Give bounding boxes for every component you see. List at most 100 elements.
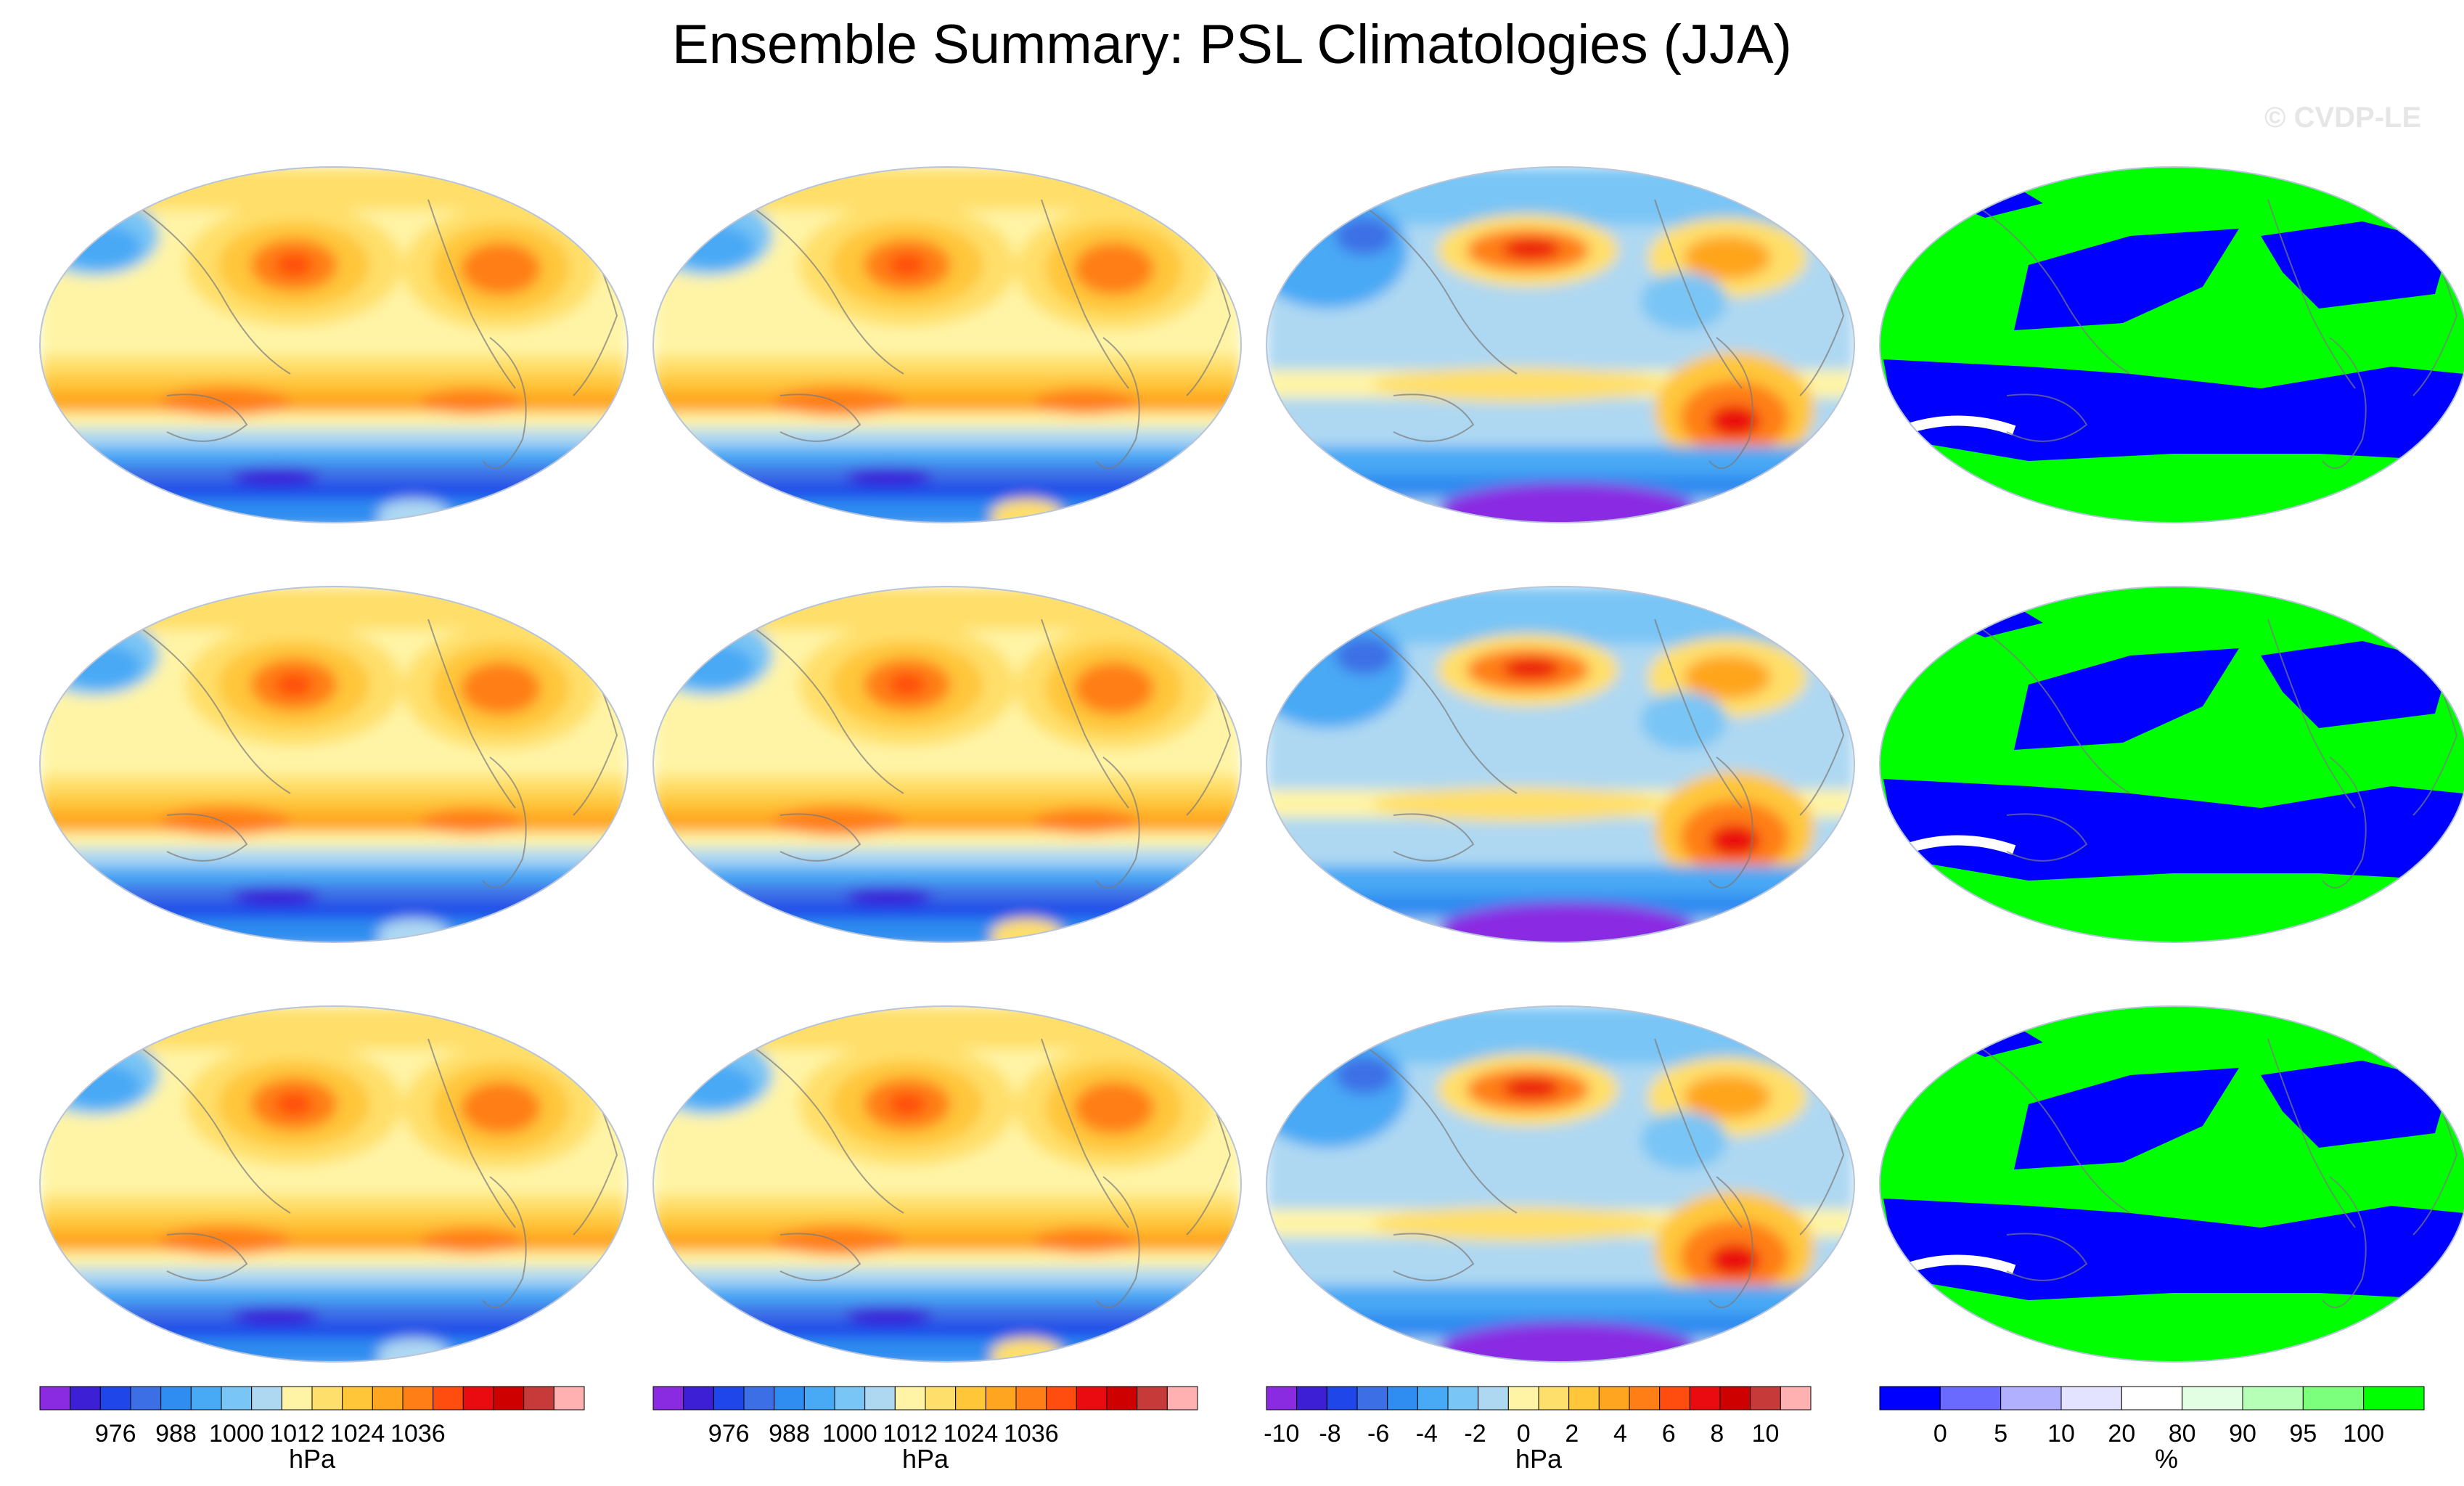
map-border-row2-obs xyxy=(652,586,1242,943)
psl-asia-low-core xyxy=(675,645,755,688)
psl-asia-low xyxy=(653,196,773,276)
coastline-2 xyxy=(1708,1176,1753,1308)
colorbar-swatch xyxy=(955,1386,986,1411)
diff-antarctic-negative xyxy=(1437,1322,1698,1362)
diff-atlantic-positive-outer xyxy=(1648,637,1807,717)
psl-pacific-high-peak xyxy=(275,1093,313,1116)
colorbar-units: hPa xyxy=(902,1444,949,1474)
colorbar-tick-label: -4 xyxy=(1416,1420,1438,1448)
psl-southern-low-1 xyxy=(653,848,1241,870)
coastline-0 xyxy=(1342,1031,1518,1214)
diff-atlantic-positive xyxy=(1684,656,1771,699)
map-shading-row3-diff xyxy=(1266,1006,1854,1362)
colorbar-tick-label: 80 xyxy=(2169,1420,2196,1448)
map-panel-row1-model xyxy=(39,166,629,523)
colorbar-tick-label: 1012 xyxy=(883,1420,938,1448)
rank-white-band xyxy=(1896,835,2016,857)
colorbar-tick-label: -6 xyxy=(1367,1420,1389,1448)
coastline-2 xyxy=(2322,756,2367,889)
map-panel-row3-obs xyxy=(652,1005,1242,1363)
psl-pacific-high xyxy=(831,221,983,309)
rank-north-atlantic-low xyxy=(2261,641,2449,728)
colorbar-swatch xyxy=(1447,1386,1479,1411)
coastline-2 xyxy=(2322,337,2367,469)
psl-antarctic-high xyxy=(991,1338,1063,1362)
psl-south-ridge-core xyxy=(40,392,628,412)
colorbar-tick-label: 2 xyxy=(1565,1420,1579,1448)
psl-south-atlantic-max xyxy=(421,388,523,415)
coastline-4 xyxy=(551,604,618,816)
psl-atlantic-high xyxy=(432,224,570,314)
psl-pacific-high-peak xyxy=(888,253,926,277)
psl-southern-low-4 xyxy=(40,902,628,920)
colorbar-swatch xyxy=(713,1386,745,1411)
psl-pacific-high xyxy=(831,1061,983,1148)
coastline-2 xyxy=(1095,756,1140,889)
colorbar-tick-label: 976 xyxy=(95,1420,136,1448)
psl-southern-low-2 xyxy=(653,1286,1241,1307)
psl-atlantic-high xyxy=(1045,643,1183,733)
psl-asia-low xyxy=(40,616,160,695)
colorbar-swatch xyxy=(342,1386,373,1411)
colorbar-tick-label: 1012 xyxy=(269,1420,324,1448)
diff-antarctic-negative xyxy=(1437,902,1698,942)
colorbar-swatch xyxy=(2121,1386,2183,1411)
psl-southern-low-core xyxy=(232,1306,319,1323)
psl-pacific-high-peak xyxy=(888,1093,926,1116)
diff-south-pacific xyxy=(1372,1207,1662,1241)
diff-southern-ocean xyxy=(1266,446,1854,475)
psl-arctic-band xyxy=(40,1006,628,1050)
rank-southern-high xyxy=(1880,468,2464,523)
coastline-2 xyxy=(2322,1176,2367,1308)
rank-arctic-low xyxy=(1941,601,2043,637)
psl-atlantic-high-outer xyxy=(403,207,599,330)
colorbar-units: hPa xyxy=(289,1444,336,1474)
map-panel-row1-rank xyxy=(1879,166,2464,523)
rank-southern-high xyxy=(1880,1307,2464,1362)
psl-atlantic-high-core xyxy=(1074,662,1154,714)
diff-arctic xyxy=(1266,587,1854,645)
coastline-3 xyxy=(2006,393,2088,442)
psl-asia-low xyxy=(653,616,773,695)
colorbar-swatch xyxy=(894,1386,926,1411)
psl-southern-low-core xyxy=(846,467,933,484)
map-shading-row1-model xyxy=(40,167,628,523)
psl-asia-low xyxy=(40,1035,160,1115)
diff-atlantic-positive-outer xyxy=(1648,218,1807,298)
coastline-4 xyxy=(1164,1024,1232,1236)
diff-south-atlantic-outer xyxy=(1655,772,1814,888)
coastline-4 xyxy=(1777,184,1845,396)
psl-southern-low-3 xyxy=(653,884,1241,906)
colorbar-swatch xyxy=(1076,1386,1108,1411)
colorbar-tick-label: 6 xyxy=(1662,1420,1676,1448)
map-field-row3-rank xyxy=(1880,1006,2464,1362)
coastline-3 xyxy=(1393,393,1475,442)
colorbar-tick-label: -8 xyxy=(1319,1420,1341,1448)
diff-arctic xyxy=(1266,1006,1854,1064)
coastline-2 xyxy=(1708,756,1753,889)
psl-south-atlantic-max xyxy=(421,808,523,834)
colorbar-swatch xyxy=(1939,1386,2002,1411)
rank-southern-high xyxy=(1880,888,2464,942)
colorbar-swatch xyxy=(1659,1386,1690,1411)
colorbar-swatch xyxy=(2242,1386,2304,1411)
colorbar-swatch xyxy=(372,1386,404,1411)
colorbar-tick-label: 1024 xyxy=(944,1420,999,1448)
colorbar-tick-label: 0 xyxy=(1517,1420,1531,1448)
coastline-4 xyxy=(2391,184,2458,396)
colorbar-swatch xyxy=(2302,1386,2365,1411)
diff-atlantic-positive-outer xyxy=(1648,1057,1807,1137)
coastline-4 xyxy=(551,184,618,396)
psl-south-ridge-outer xyxy=(653,1195,1241,1228)
coastline-0 xyxy=(1955,611,2131,794)
rank-background xyxy=(1880,1006,2464,1362)
rank-north-atlantic-low xyxy=(2261,1061,2449,1148)
psl-southern-low-3 xyxy=(653,1304,1241,1326)
diff-south-atlantic xyxy=(1680,1220,1789,1293)
psl-pacific-high xyxy=(218,1061,370,1148)
coastline-0 xyxy=(115,192,291,375)
psl-southern-low-2 xyxy=(40,446,628,468)
psl-atlantic-high-core xyxy=(461,242,541,295)
psl-southern-low-2 xyxy=(653,866,1241,888)
map-field-row1-obs xyxy=(653,167,1241,523)
